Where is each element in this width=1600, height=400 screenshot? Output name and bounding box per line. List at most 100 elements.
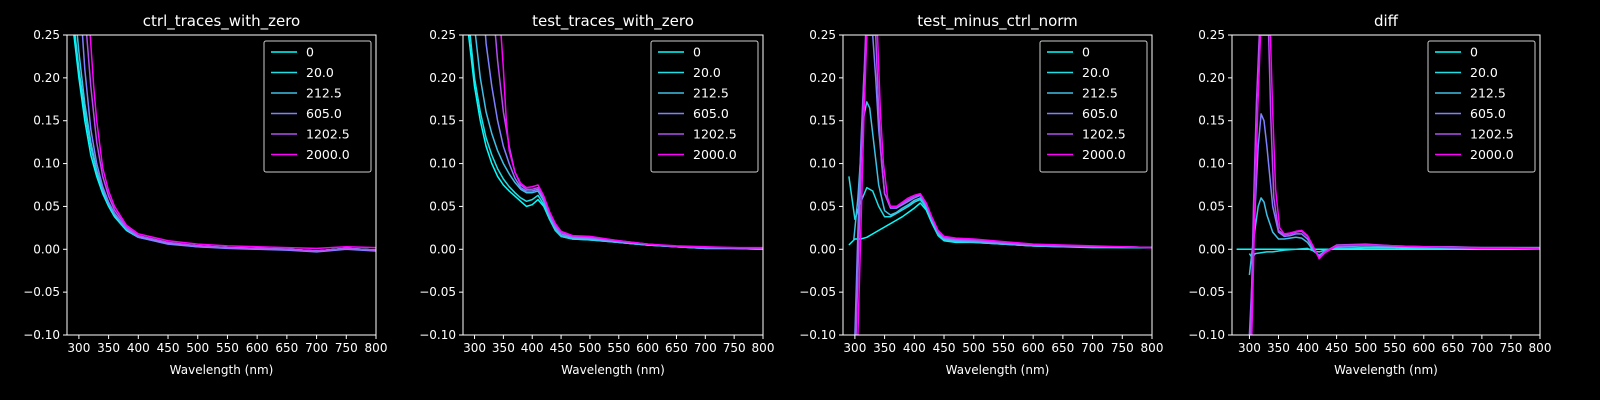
chart-0-legend-label-2: 212.5	[306, 86, 342, 101]
chart-1-xtick-label: 350	[492, 341, 515, 355]
chart-3-legend-label-3: 605.0	[1470, 106, 1506, 121]
chart-0-xtick-label: 650	[275, 341, 298, 355]
chart-3-title: diff	[1374, 12, 1399, 30]
chart-0-panel: 300 350 400 450 500 550 600 650 700 750 800 −0.10 −0…	[23, 12, 387, 377]
chart-0-ytick-label: −0.10	[23, 328, 60, 342]
chart-2-series-line-2	[852, 101, 1152, 249]
chart-0-xtick-label: 600	[246, 341, 269, 355]
chart-3-ytick-label: 0.10	[1198, 157, 1225, 171]
chart-3-series-group	[1236, 35, 1540, 335]
chart-0-xlabel: Wavelength (nm)	[170, 363, 274, 377]
chart-1-legend-label-5: 2000.0	[693, 147, 737, 162]
chart-2-ytick-label: 0.20	[809, 71, 836, 85]
chart-0-legend: 0 20.0 212.5 605.0 1202.5 2000.0	[263, 40, 372, 173]
chart-2-xtick-label: 400	[903, 341, 926, 355]
chart-1-xtick-label: 550	[607, 341, 630, 355]
chart-2-xtick-label: 350	[873, 341, 896, 355]
chart-1-xtick-label: 400	[521, 341, 544, 355]
chart-1-legend-label-0: 0	[693, 45, 701, 60]
chart-0-xtick-label: 450	[157, 341, 180, 355]
chart-2-xtick-label: 600	[1022, 341, 1045, 355]
chart-0-legend-label-4: 1202.5	[306, 127, 350, 142]
chart-3-ytick-label: 0.00	[1198, 242, 1225, 256]
chart-2-xtick-label: 650	[1051, 341, 1074, 355]
chart-3-legend-label-1: 20.0	[1470, 65, 1498, 80]
chart-1-legend-label-2: 212.5	[693, 86, 729, 101]
chart-2-xtick-label: 750	[1111, 341, 1134, 355]
chart-2-series-line-4	[855, 35, 1152, 335]
chart-3-xlabel: Wavelength (nm)	[1334, 363, 1438, 377]
chart-1-ytick-label: 0.20	[429, 71, 456, 85]
chart-0-xtick-label: 700	[305, 341, 328, 355]
chart-1-series-group	[467, 35, 763, 251]
chart-0-legend-label-3: 605.0	[306, 106, 342, 121]
chart-1-ytick-label: −0.05	[419, 285, 456, 299]
chart-2-xtick-label: 700	[1081, 341, 1104, 355]
chart-0-axes-frame	[66, 34, 377, 336]
chart-3-legend-label-4: 1202.5	[1470, 127, 1514, 142]
chart-3-ytick-label: 0.05	[1198, 199, 1225, 213]
chart-1-xtick-label: 600	[636, 341, 659, 355]
chart-0-ytick-label: 0.00	[33, 242, 60, 256]
chart-0-legend-label-0: 0	[306, 45, 314, 60]
chart-0-xtick-label: 750	[335, 341, 358, 355]
chart-2-legend-label-1: 20.0	[1082, 65, 1110, 80]
chart-1-ytick-label: −0.10	[419, 328, 456, 342]
chart-3-legend-label-2: 212.5	[1470, 86, 1506, 101]
chart-0-legend-box	[263, 40, 372, 173]
chart-0-series-line-5	[89, 35, 376, 250]
chart-1-ytick-label: 0.05	[429, 199, 456, 213]
chart-1-xtick-label: 450	[550, 341, 573, 355]
chart-1-legend-label-3: 605.0	[693, 106, 729, 121]
chart-2-legend-label-2: 212.5	[1082, 86, 1118, 101]
chart-1-xlabel: Wavelength (nm)	[561, 363, 665, 377]
chart-0-legend-label-1: 20.0	[306, 65, 334, 80]
chart-2-legend-label-0: 0	[1082, 45, 1090, 60]
chart-2-title: test_minus_ctrl_norm	[917, 12, 1078, 31]
chart-1-legend: 0 20.0 212.5 605.0 1202.5 2000.0	[650, 40, 759, 173]
chart-0-xtick-label: 550	[216, 341, 239, 355]
chart-2-xtick-label: 300	[843, 341, 866, 355]
chart-2-ytick-label: 0.00	[809, 242, 836, 256]
chart-0-xtick-label: 800	[365, 341, 388, 355]
chart-0-xtick-label: 350	[97, 341, 120, 355]
chart-0-title: ctrl_traces_with_zero	[143, 12, 300, 31]
chart-0-ytick-label: 0.25	[33, 28, 60, 42]
chart-1-axes-frame	[462, 34, 764, 336]
chart-2-legend-box	[1039, 40, 1148, 173]
chart-1-xtick-label: 500	[578, 341, 601, 355]
chart-0-xtick-label: 500	[186, 341, 209, 355]
chart-3-xtick-label: 400	[1296, 341, 1319, 355]
chart-2-legend-label-5: 2000.0	[1082, 147, 1126, 162]
chart-2-legend-label-4: 1202.5	[1082, 127, 1126, 142]
chart-1-xtick-label: 650	[665, 341, 688, 355]
chart-3-xtick-label: 800	[1529, 341, 1552, 355]
chart-3-legend-label-0: 0	[1470, 45, 1478, 60]
chart-2-ytick-label: 0.15	[809, 114, 836, 128]
chart-0-series-line-3	[81, 35, 376, 253]
chart-2-ytick-label: −0.05	[799, 285, 836, 299]
chart-0-series-group	[73, 35, 376, 253]
chart-3-series-line-5	[1251, 35, 1540, 335]
chart-1-xtick-label: 750	[723, 341, 746, 355]
chart-3-series-line-2	[1248, 197, 1540, 276]
chart-1-ytick-label: 0.15	[429, 114, 456, 128]
chart-1-legend-label-1: 20.0	[693, 65, 721, 80]
chart-2-ytick-label: 0.05	[809, 199, 836, 213]
chart-3-axes-frame	[1231, 34, 1541, 336]
chart-3-xtick-label: 650	[1441, 341, 1464, 355]
chart-1-xtick-label: 300	[463, 341, 486, 355]
chart-1-legend-box	[650, 40, 759, 173]
chart-0-ytick-label: 0.10	[33, 157, 60, 171]
chart-0-ytick-label: −0.05	[23, 285, 60, 299]
chart-2-ytick-label: −0.10	[799, 328, 836, 342]
chart-0-xtick-label: 400	[127, 341, 150, 355]
chart-3-legend-box	[1427, 40, 1536, 173]
chart-0-ytick-label: 0.05	[33, 199, 60, 213]
chart-3-ytick-label: 0.15	[1198, 114, 1225, 128]
chart-3-legend-label-5: 2000.0	[1470, 147, 1514, 162]
chart-3-ytick-label: 0.25	[1198, 28, 1225, 42]
chart-0-ytick-label: 0.20	[33, 71, 60, 85]
chart-3-ytick-label: −0.05	[1188, 285, 1225, 299]
